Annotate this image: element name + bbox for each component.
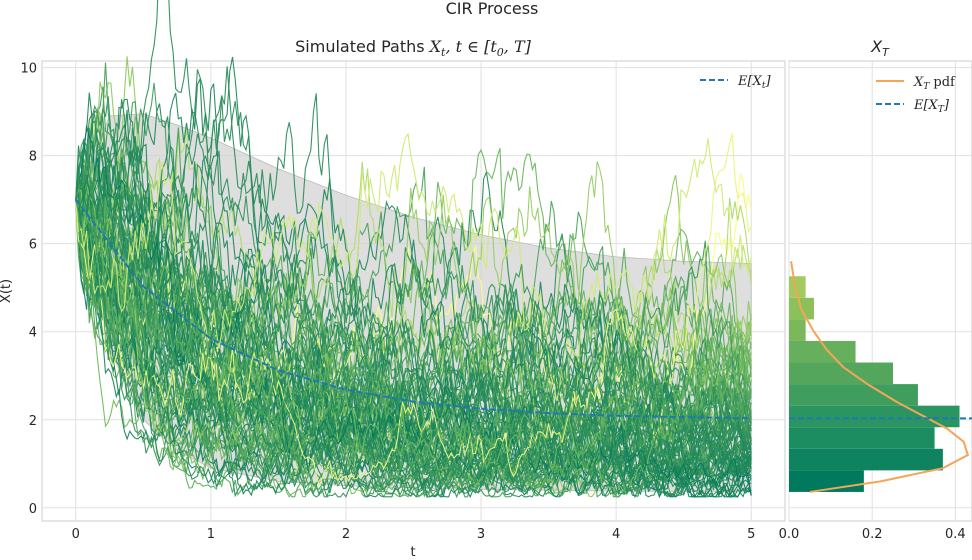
- histogram-bar: [789, 340, 856, 363]
- legend-mean-label: E[Xt]: [737, 74, 771, 91]
- path-line: [75, 199, 752, 463]
- legend-terminal-mean-label: E[XT]: [913, 98, 950, 115]
- terminal-x-tick-label: 0.0: [779, 527, 800, 542]
- figure-suptitle: CIR Process: [446, 0, 539, 18]
- path-line: [75, 120, 752, 493]
- path-line: [75, 199, 752, 498]
- paths-x-label: t: [410, 545, 415, 560]
- terminal-title: XT: [870, 37, 890, 59]
- paths-legend: E[Xt]: [700, 74, 771, 91]
- y-tick-label: 4: [29, 326, 37, 341]
- path-line: [75, 128, 752, 451]
- paths-y-ticks: 0 2 4 6 8 10: [20, 62, 37, 517]
- x-tick-label: 2: [342, 527, 350, 542]
- paths-panel: 0 1 2 3 4 5 0 2 4 6 8 10 Simulated Paths Xt, t ∈ […: [0, 0, 786, 560]
- histogram-bar: [789, 448, 943, 471]
- terminal-x-tick-label: 0.4: [945, 527, 966, 542]
- legend-pdf-label: XT pdf: [913, 75, 956, 92]
- paths-x-ticks: 0 1 2 3 4 5: [72, 527, 756, 542]
- mean-line: [74, 199, 752, 420]
- path-line: [75, 161, 752, 467]
- path-line: [75, 180, 752, 466]
- terminal-legend: XT pdf E[XT]: [876, 75, 956, 115]
- x-tick-label: 0: [72, 527, 80, 542]
- histogram-bar: [789, 427, 935, 449]
- pdf-curve: [790, 261, 970, 493]
- y-tick-label: 8: [29, 150, 37, 165]
- path-line: [75, 132, 752, 401]
- path-line: [75, 199, 752, 498]
- histogram-bar: [789, 362, 893, 385]
- terminal-pdf-curve: [790, 261, 970, 493]
- x-tick-label: 1: [207, 527, 215, 542]
- path-line: [75, 123, 752, 498]
- path-line: [75, 92, 752, 460]
- path-line: [75, 199, 752, 470]
- path-line: [75, 164, 752, 475]
- terminal-x-ticks: 0.0 0.2 0.4: [779, 527, 966, 542]
- path-line: [75, 199, 752, 498]
- mean-curve: [74, 199, 752, 420]
- y-tick-label: 10: [20, 62, 37, 77]
- y-tick-label: 6: [29, 238, 37, 253]
- path-line: [75, 187, 752, 487]
- terminal-histogram: [789, 276, 960, 492]
- paths-title: Simulated Paths Xt, t ∈ [t0, T]: [295, 37, 531, 59]
- simulated-paths: [75, 0, 752, 499]
- x-tick-label: 5: [747, 527, 755, 542]
- path-line: [75, 138, 752, 456]
- y-tick-label: 2: [29, 414, 37, 429]
- histogram-bar: [789, 384, 918, 406]
- path-line: [75, 155, 752, 430]
- path-line: [75, 199, 752, 467]
- path-line: [75, 199, 752, 498]
- histogram-bar: [789, 405, 960, 428]
- path-line: [75, 174, 752, 499]
- terminal-distribution-panel: 0.0 0.2 0.4 XT XT pdf E[XT]: [779, 37, 972, 542]
- histogram-bar: [789, 319, 806, 341]
- terminal-x-tick-label: 0.2: [862, 527, 883, 542]
- x-tick-label: 4: [612, 527, 620, 542]
- paths-y-label: X(t): [0, 279, 14, 303]
- y-tick-label: 0: [29, 502, 37, 517]
- histogram-bar: [789, 276, 806, 298]
- x-tick-label: 3: [477, 527, 485, 542]
